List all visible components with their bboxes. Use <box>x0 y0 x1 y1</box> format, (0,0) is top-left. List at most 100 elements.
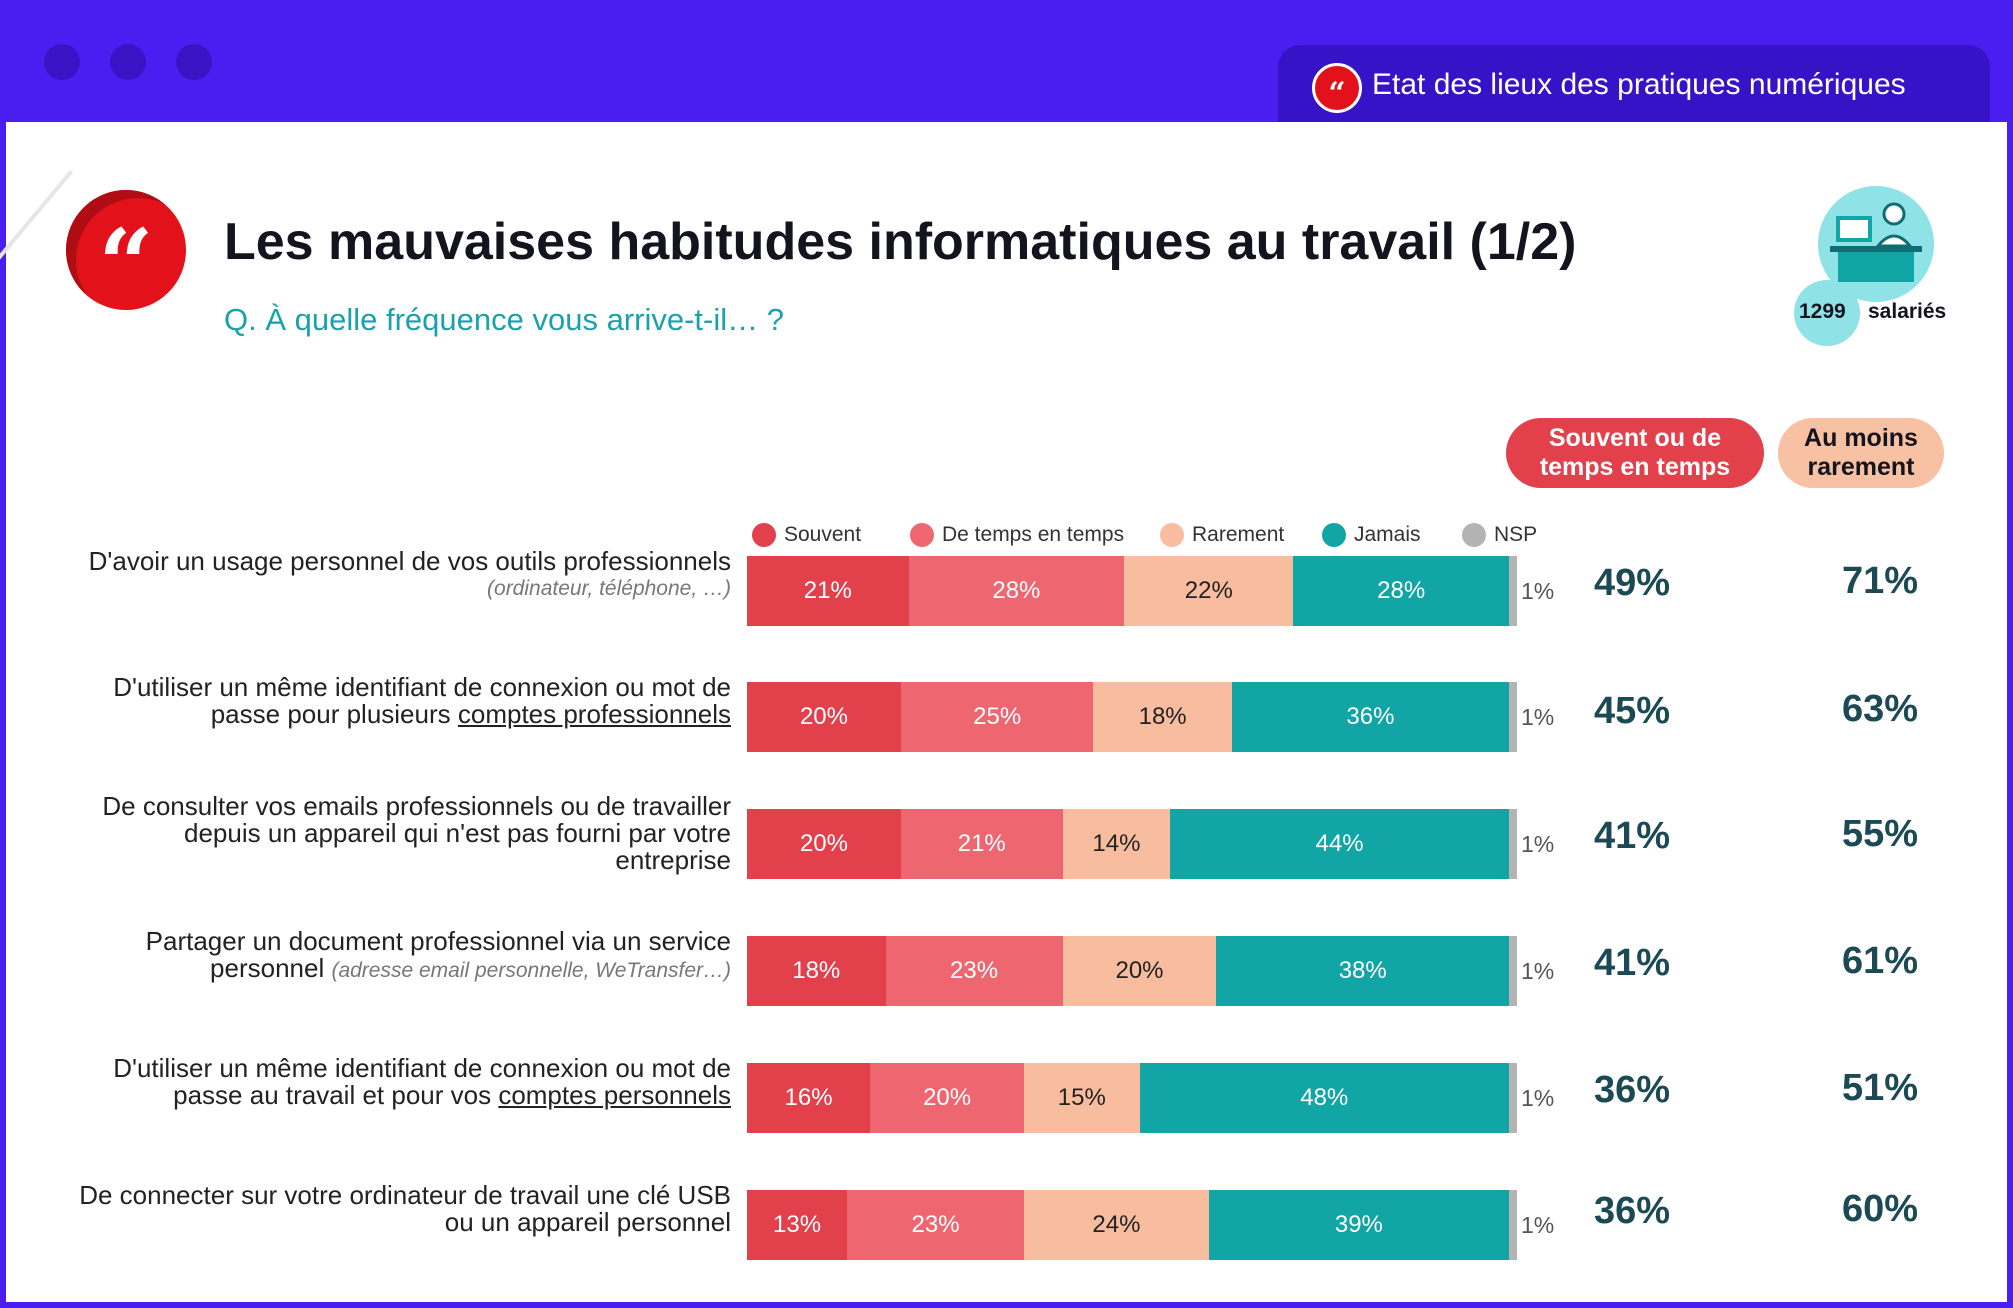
window-dot-icon[interactable] <box>176 44 212 80</box>
legend-item: Rarement <box>1160 520 1284 550</box>
legend-item: Jamais <box>1322 520 1421 550</box>
nsp-value: 1% <box>1521 1212 1555 1238</box>
column-header-label: Souvent ou de temps en temps <box>1539 424 1731 481</box>
quote-logo-icon: “ <box>66 190 186 310</box>
au-moins-rarement-value: 60% <box>1842 1188 1919 1230</box>
row-label: De consulter vos emails professionnels o… <box>102 793 731 874</box>
legend-swatch <box>1462 523 1486 547</box>
bar-segment: 44% <box>1170 809 1509 879</box>
nsp-segment <box>1509 809 1517 879</box>
legend-label: Souvent <box>784 523 862 546</box>
legend-swatch <box>752 523 776 547</box>
nsp-value: 1% <box>1521 831 1555 857</box>
nsp-segment <box>1509 936 1517 1006</box>
bar-segment: 20% <box>870 1063 1025 1133</box>
bar-segment: 16% <box>747 1063 871 1133</box>
legend-swatch <box>1322 523 1346 547</box>
bar-segment: 13% <box>747 1190 848 1260</box>
stacked-bar: 21% 28% 22% 28% <box>747 556 1509 626</box>
row-label-line: entreprise <box>615 845 731 875</box>
legend-item: NSP <box>1462 520 1537 550</box>
bar-segment: 21% <box>747 556 909 626</box>
row-label: D'utiliser un même identifiant de connex… <box>113 1055 731 1109</box>
row-label-note: (adresse email personnelle, WeTransfer…) <box>331 959 731 982</box>
tab-etat-des-lieux[interactable]: “ Etat des lieux des pratiques numérique… <box>1278 45 1990 127</box>
legend-swatch <box>1160 523 1184 547</box>
stacked-bar: 20% 25% 18% 36% <box>747 682 1509 752</box>
window-dot-icon[interactable] <box>110 44 146 80</box>
legend-label: Rarement <box>1192 523 1285 546</box>
row-label-underlined: comptes personnels <box>498 1080 731 1110</box>
souvent-ou-de-temps-value: 41% <box>1594 942 1671 984</box>
bar-segment: 23% <box>885 936 1063 1006</box>
browser-topbar: “ Etat des lieux des pratiques numérique… <box>0 0 2013 127</box>
bar-segment: 22% <box>1124 556 1294 626</box>
bar-segment: 28% <box>908 556 1125 626</box>
legend-item: De temps en temps <box>910 520 1124 550</box>
page-subtitle: Q. À quelle fréquence vous arrive-t-il… … <box>224 302 784 337</box>
row-label-line: personnel (adresse email personnelle, We… <box>146 955 731 984</box>
row-label-note: (ordinateur, téléphone, …) <box>487 577 731 600</box>
au-moins-rarement-value: 63% <box>1842 688 1919 730</box>
nsp-value: 1% <box>1521 578 1555 604</box>
nsp-value: 1% <box>1521 1085 1555 1111</box>
page-title: Les mauvaises habitudes informatiques au… <box>224 213 1577 271</box>
sample-count: 1299 <box>1799 300 1846 323</box>
tab-title: Etat des lieux des pratiques numériques <box>1372 68 1906 101</box>
row-label-line: Partager un document professionnel via u… <box>145 926 731 956</box>
bar-segment: 18% <box>747 936 886 1006</box>
row-label-line: ou un appareil personnel <box>444 1207 731 1237</box>
quote-icon: “ <box>1312 63 1362 113</box>
row-label-text: passe pour plusieurs <box>210 699 458 729</box>
souvent-ou-de-temps-value: 45% <box>1594 690 1671 732</box>
legend-label: Jamais <box>1354 523 1421 546</box>
bar-segment: 23% <box>847 1190 1025 1260</box>
bar-segment: 18% <box>1093 682 1232 752</box>
nsp-value: 1% <box>1521 704 1555 730</box>
bar-segment: 28% <box>1293 556 1509 626</box>
legend-item: Souvent <box>752 520 861 550</box>
souvent-ou-de-temps-value: 41% <box>1594 815 1671 857</box>
legend-label: De temps en temps <box>942 523 1125 546</box>
legend-swatch <box>910 523 934 547</box>
bar-segment: 21% <box>900 809 1063 879</box>
row-label-line: D'utiliser un même identifiant de connex… <box>113 1053 731 1083</box>
stacked-bar: 16% 20% 15% 48% <box>747 1063 1509 1133</box>
au-moins-rarement-value: 51% <box>1842 1067 1919 1109</box>
sample-label: salariés <box>1868 300 1947 323</box>
row-label: D'avoir un usage personnel de vos outils… <box>89 548 731 602</box>
souvent-ou-de-temps-value: 36% <box>1594 1069 1671 1111</box>
row-label-text: personnel <box>210 953 332 983</box>
bar-segment: 20% <box>747 809 901 879</box>
row-label-line: De consulter vos emails professionnels o… <box>102 791 731 821</box>
nsp-segment <box>1509 1063 1517 1133</box>
row-label: Partager un document professionnel via u… <box>146 928 731 984</box>
office-worker-icon <box>1818 186 1934 302</box>
bar-segment: 25% <box>900 682 1094 752</box>
nsp-segment <box>1509 682 1517 752</box>
column-header-au-moins-rarement: Au moins rarement <box>1778 418 1944 488</box>
bar-segment: 14% <box>1062 809 1171 879</box>
stacked-bar: 20% 21% 14% 44% <box>747 809 1509 879</box>
souvent-ou-de-temps-value: 49% <box>1594 562 1671 604</box>
nsp-value: 1% <box>1521 958 1555 984</box>
row-label-line: D'avoir un usage personnel de vos outils… <box>88 546 731 576</box>
column-header-souvent-ou-de-temps: Souvent ou de temps en temps <box>1506 418 1764 488</box>
window-dot-icon[interactable] <box>44 44 80 80</box>
row-label-line: D'utiliser un même identifiant de connex… <box>113 672 731 702</box>
stacked-bar: 13% 23% 24% 39% <box>747 1190 1509 1260</box>
nsp-segment <box>1509 1190 1517 1260</box>
row-label-line: passe au travail et pour vos comptes per… <box>113 1082 731 1109</box>
bar-segment: 24% <box>1024 1190 1209 1260</box>
bar-segment: 20% <box>1062 936 1217 1006</box>
row-label-line: passe pour plusieurs comptes professionn… <box>113 701 731 728</box>
nsp-segment <box>1509 556 1517 626</box>
bar-segment: 20% <box>747 682 901 752</box>
bar-segment: 36% <box>1231 682 1509 752</box>
row-label-underlined: comptes professionnels <box>457 699 731 729</box>
souvent-ou-de-temps-value: 36% <box>1594 1190 1671 1232</box>
bar-segment: 48% <box>1139 1063 1509 1133</box>
row-label-line: De connecter sur votre ordinateur de tra… <box>79 1180 731 1210</box>
bar-segment: 39% <box>1208 1190 1509 1260</box>
bar-segment: 15% <box>1024 1063 1140 1133</box>
